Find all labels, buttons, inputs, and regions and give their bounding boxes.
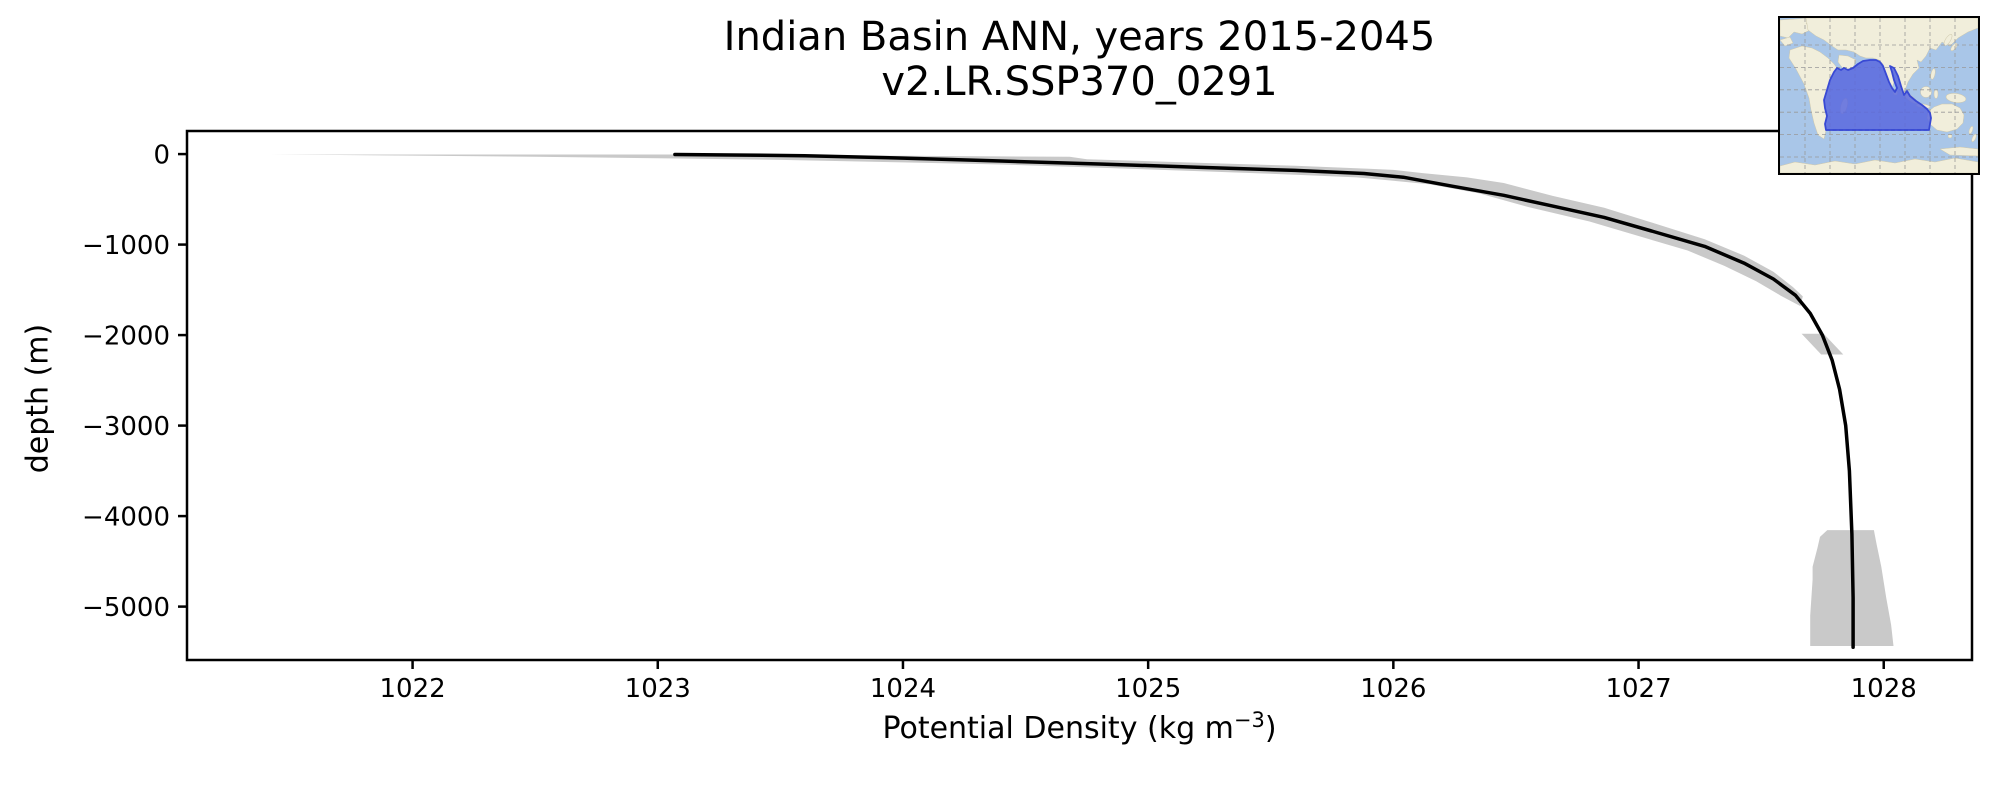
axis-ticks bbox=[178, 152, 1885, 669]
map-land-newzealand-north bbox=[1968, 125, 1974, 135]
map-land-iberia bbox=[1780, 36, 1794, 47]
x-tick-label: 1024 bbox=[870, 674, 936, 704]
x-tick-label: 1026 bbox=[1360, 674, 1426, 704]
map-land-sulawesi bbox=[1933, 89, 1939, 99]
y-tick-label: −4000 bbox=[82, 502, 170, 532]
map-land-philippines bbox=[1930, 68, 1936, 80]
map-land-antarctic-ledge bbox=[1939, 146, 1978, 157]
std-band-patch-0 bbox=[1801, 333, 1844, 355]
x-tick-label: 1028 bbox=[1851, 674, 1917, 704]
profile-curve bbox=[673, 152, 1855, 650]
world-map bbox=[1780, 18, 1978, 173]
y-tick-label: −2000 bbox=[82, 321, 170, 351]
map-land-borneo bbox=[1920, 86, 1932, 98]
std-dev-shading bbox=[270, 154, 1894, 646]
y-tick-label: −1000 bbox=[82, 231, 170, 261]
x-axis-label-text: Potential Density (kg m bbox=[882, 711, 1234, 746]
x-axis-label: Potential Density (kg m−3) bbox=[187, 708, 1972, 746]
mean-profile-line bbox=[673, 152, 1855, 650]
map-indian-basin-region bbox=[1823, 59, 1932, 131]
y-tick-label: 0 bbox=[153, 140, 170, 170]
chart-title: Indian Basin ANN, years 2015-2045 bbox=[723, 14, 1436, 60]
map-land-newzealand-south bbox=[1971, 134, 1977, 142]
y-axis-label: depth (m) bbox=[20, 323, 56, 474]
x-axis-label-superscript: −3 bbox=[1233, 708, 1265, 732]
x-tick-label: 1023 bbox=[625, 674, 691, 704]
y-tick-label: −5000 bbox=[82, 593, 170, 623]
x-axis-label-suffix: ) bbox=[1264, 711, 1277, 746]
chart-subtitle: v2.LR.SSP370_0291 bbox=[881, 59, 1278, 105]
y-tick-label: −3000 bbox=[82, 412, 170, 442]
x-tick-label: 1027 bbox=[1605, 674, 1671, 704]
x-tick-label: 1025 bbox=[1115, 674, 1181, 704]
plot-border bbox=[185, 129, 1974, 662]
axes-frame bbox=[185, 129, 1974, 662]
x-tick-label: 1022 bbox=[379, 674, 445, 704]
axis-tick-labels: 1022 1023 1024 1025 1026 1027 1028 0 −1000 −2000 −… bbox=[82, 140, 1917, 704]
map-land-japan bbox=[1943, 34, 1953, 46]
inset-map bbox=[1778, 16, 1980, 175]
std-band-main bbox=[270, 154, 1803, 307]
